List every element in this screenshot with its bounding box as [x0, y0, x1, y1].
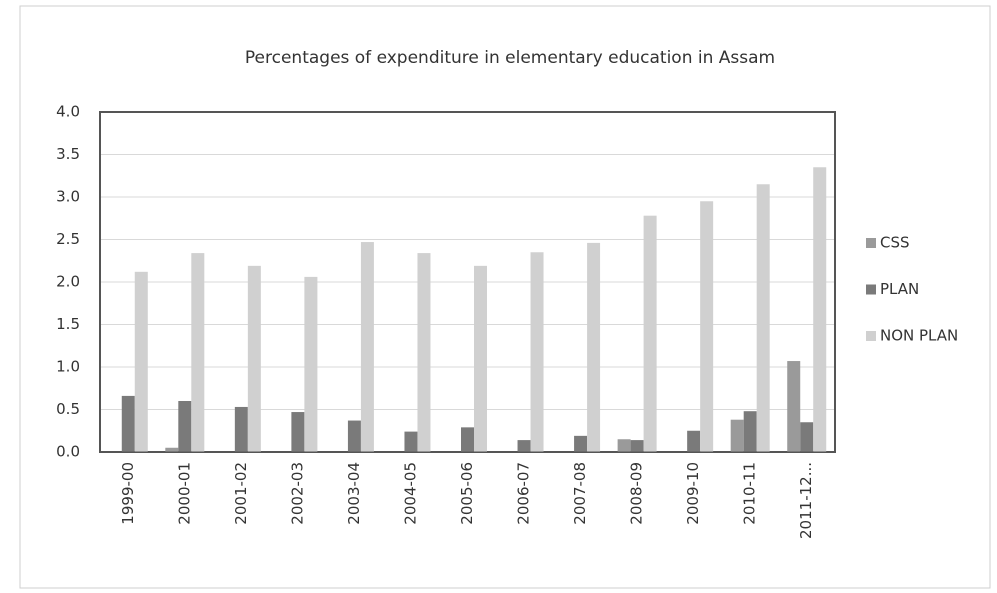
bar: [121, 395, 135, 452]
bar: [134, 271, 148, 452]
bar: [474, 265, 487, 452]
bar: [517, 440, 531, 452]
chart-frame: [19, 5, 991, 589]
bar: [643, 215, 657, 452]
bar: [530, 252, 544, 452]
legend-swatch: [866, 331, 876, 341]
x-tick-label: 2008-09: [628, 462, 646, 525]
legend-swatch: [866, 284, 876, 295]
y-tick-label: 1.5: [56, 315, 80, 333]
bar: [617, 439, 631, 452]
bar: [404, 431, 418, 452]
legend-label: CSS: [880, 234, 910, 252]
y-tick-label: 2.5: [56, 230, 80, 248]
y-tick-label: 1.0: [56, 358, 80, 376]
legend-swatch: [866, 238, 876, 248]
bar: [304, 276, 318, 452]
x-tick-label: 2011-12...: [797, 462, 815, 539]
y-tick-label: 0.0: [56, 443, 80, 461]
legend-label: NON PLAN: [880, 327, 958, 345]
y-tick-label: 2.0: [56, 273, 80, 291]
bar: [756, 184, 770, 452]
bar: [574, 435, 588, 452]
y-tick-label: 3.5: [56, 145, 80, 163]
x-tick-label: 2001-02: [232, 462, 250, 525]
x-tick-label: 1999-00: [119, 462, 137, 525]
x-tick-label: 2009-10: [684, 462, 702, 525]
bar: [165, 447, 179, 452]
x-tick-label: 2000-01: [175, 462, 193, 525]
bar: [813, 167, 827, 452]
x-tick-label: 2007-08: [571, 462, 589, 525]
bar: [347, 420, 361, 452]
bar: [787, 361, 801, 452]
bar: [630, 440, 644, 452]
bar: [191, 253, 205, 452]
bar: [178, 401, 192, 452]
x-tick-label: 2004-05: [401, 462, 419, 525]
x-tick-label: 2002-03: [288, 462, 306, 525]
chart-title: Percentages of expenditure in elementary…: [245, 48, 775, 68]
bar: [800, 422, 814, 452]
bar: [234, 406, 248, 452]
x-tick-label: 2005-06: [458, 462, 476, 525]
y-tick-label: 4.0: [56, 103, 80, 121]
legend-label: PLAN: [880, 280, 919, 298]
bar: [730, 419, 744, 452]
bar: [587, 242, 601, 452]
bar: [743, 411, 757, 452]
x-tick-label: 2006-07: [515, 462, 533, 525]
bar: [291, 412, 305, 452]
bar: [700, 201, 714, 452]
bar: [687, 430, 701, 452]
x-tick-label: 2010-11: [741, 462, 759, 525]
bar: [417, 253, 431, 452]
bar: [360, 242, 374, 452]
x-tick-label: 2003-04: [345, 462, 363, 525]
bar: [247, 265, 261, 452]
bar: [461, 427, 474, 452]
y-tick-label: 0.5: [56, 400, 80, 418]
y-tick-label: 3.0: [56, 188, 80, 206]
